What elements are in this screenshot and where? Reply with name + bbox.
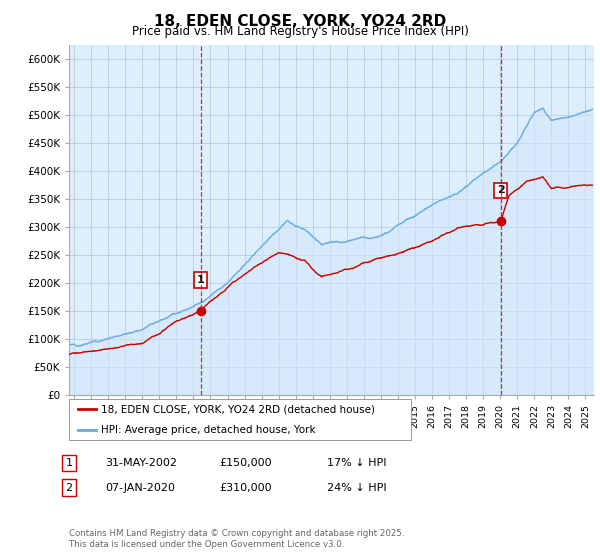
Text: 18, EDEN CLOSE, YORK, YO24 2RD (detached house): 18, EDEN CLOSE, YORK, YO24 2RD (detached…: [101, 404, 376, 414]
Text: Contains HM Land Registry data © Crown copyright and database right 2025.
This d: Contains HM Land Registry data © Crown c…: [69, 529, 404, 549]
Text: HPI: Average price, detached house, York: HPI: Average price, detached house, York: [101, 424, 316, 435]
Text: Price paid vs. HM Land Registry's House Price Index (HPI): Price paid vs. HM Land Registry's House …: [131, 25, 469, 38]
Text: 1: 1: [65, 458, 73, 468]
Text: 17% ↓ HPI: 17% ↓ HPI: [327, 458, 386, 468]
Text: £310,000: £310,000: [219, 483, 272, 493]
Text: £150,000: £150,000: [219, 458, 272, 468]
Text: 2: 2: [65, 483, 73, 493]
Text: 31-MAY-2002: 31-MAY-2002: [105, 458, 177, 468]
Text: 2: 2: [497, 185, 505, 195]
Text: 07-JAN-2020: 07-JAN-2020: [105, 483, 175, 493]
Text: 18, EDEN CLOSE, YORK, YO24 2RD: 18, EDEN CLOSE, YORK, YO24 2RD: [154, 14, 446, 29]
Text: 24% ↓ HPI: 24% ↓ HPI: [327, 483, 386, 493]
Text: 1: 1: [197, 275, 205, 285]
